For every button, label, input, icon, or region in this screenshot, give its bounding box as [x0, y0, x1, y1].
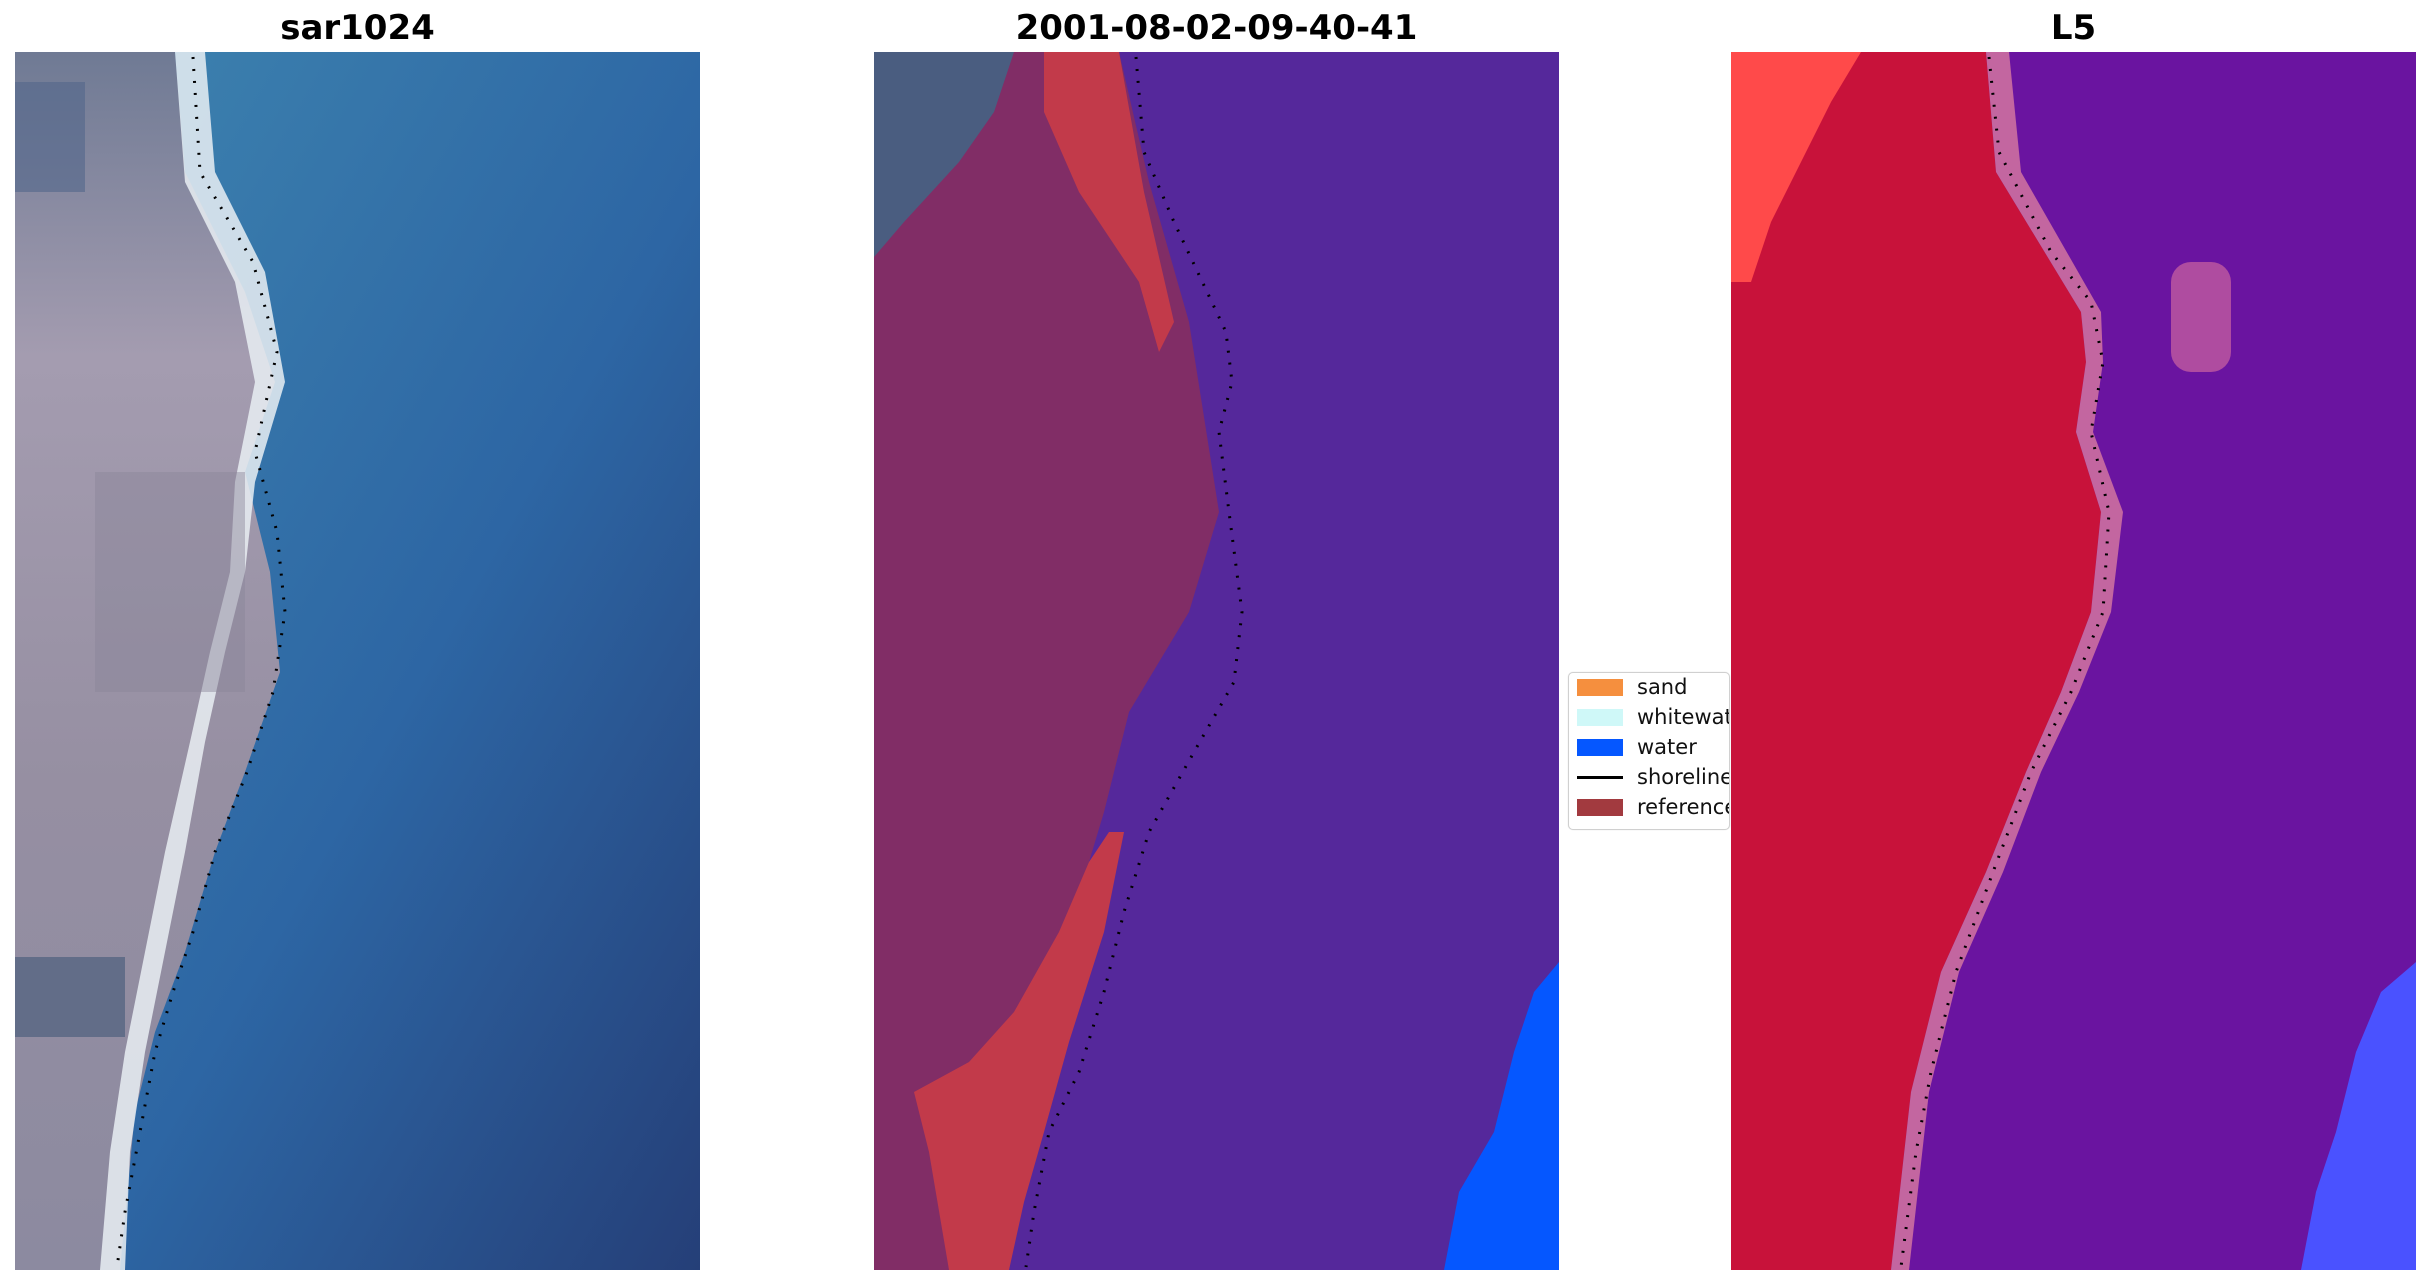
legend-label-sand: sand	[1637, 675, 1688, 699]
legend-swatch-sand	[1577, 678, 1623, 696]
reference-class	[914, 832, 1124, 1270]
legend-label-water: water	[1637, 735, 1697, 759]
probability-panel	[1731, 52, 2416, 1270]
transition-band	[1891, 52, 2123, 1270]
legend-label-reference: reference	[1637, 795, 1730, 819]
reference-class	[1044, 52, 1174, 352]
panel-title-probability: L5	[2050, 8, 2097, 48]
legend-item-sand: sand	[1577, 673, 1687, 701]
legend: sand whitewater water shoreline referenc…	[1568, 672, 1730, 830]
classification-panel	[874, 52, 1559, 1270]
legend-swatch-whitewater	[1577, 708, 1623, 726]
grey-land-patch	[95, 472, 245, 692]
legend-item-water: water	[1577, 733, 1697, 761]
legend-swatch-shoreline	[1577, 775, 1623, 779]
legend-item-reference: reference	[1577, 793, 1730, 821]
legend-item-shoreline: shoreline	[1577, 763, 1730, 791]
legend-swatch-water	[1577, 738, 1623, 756]
shoreline-line	[1899, 56, 2111, 1268]
legend-item-whitewater: whitewater	[1577, 703, 1729, 731]
land-class	[874, 52, 1219, 1270]
foam-band	[100, 52, 285, 1270]
classification-map	[874, 52, 1559, 1270]
water-class	[1444, 962, 1559, 1270]
probability-map	[1731, 52, 2416, 1270]
shoreline-line	[1024, 56, 1244, 1268]
legend-label-shoreline: shoreline	[1637, 765, 1730, 789]
pink-blob	[2171, 262, 2231, 372]
image-panel	[15, 52, 700, 1270]
panel-title-classification: 2001-08-02-09-40-41	[1015, 8, 1418, 48]
blue-corner	[2301, 962, 2416, 1270]
legend-swatch-reference	[1577, 798, 1623, 816]
panel-title-image: sar1024	[280, 8, 435, 48]
dark-land-patch	[15, 82, 85, 192]
land-probability	[1731, 52, 2101, 1270]
legend-label-whitewater: whitewater	[1637, 705, 1729, 729]
satellite-image	[15, 52, 700, 1270]
dark-land-patch	[15, 957, 125, 1037]
grey-class	[874, 52, 1014, 257]
red-corner	[1731, 52, 1861, 282]
